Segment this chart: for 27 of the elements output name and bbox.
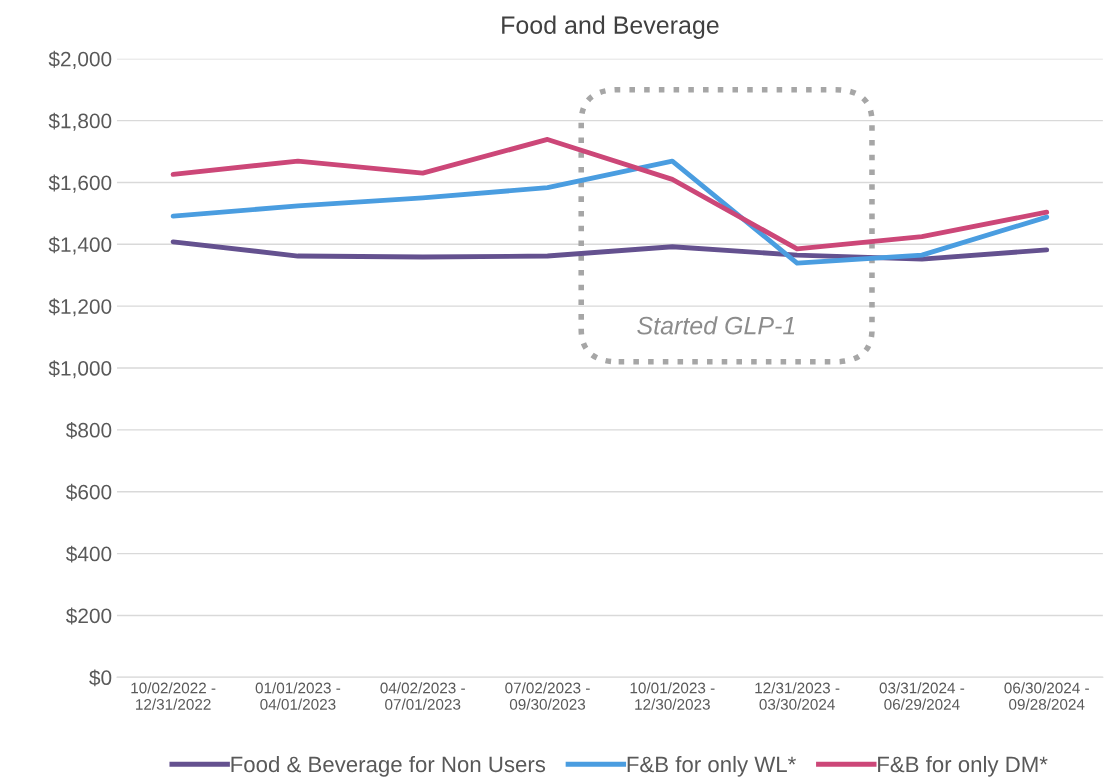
y-tick-label: $1,200	[48, 298, 112, 317]
line-series	[170, 239, 1050, 262]
x-tick-label: 12/31/2023 - 03/30/2024	[755, 682, 840, 710]
legend-label: F&B for only WL*	[627, 755, 796, 777]
line-series	[170, 137, 1050, 252]
legend-label: F&B for only DM*	[878, 755, 1048, 777]
y-tick-label: $600	[65, 483, 112, 501]
y-tick-label: $2,000	[48, 50, 112, 69]
line-series	[170, 158, 1050, 266]
x-tick-label: 04/02/2023 - 07/01/2023	[380, 682, 465, 710]
x-tick-label: 10/01/2023 - 12/30/2023	[630, 682, 715, 710]
y-tick-label: $400	[65, 545, 112, 563]
y-tick-label: $200	[65, 607, 112, 625]
legend-label: Food & Beverage for Non Users	[231, 755, 546, 777]
y-tick-label: $1,400	[48, 236, 112, 255]
y-tick-label: $1,600	[48, 174, 112, 193]
x-tick-label: 01/01/2023 - 04/01/2023	[255, 682, 341, 710]
y-tick-label: $1,000	[48, 360, 112, 379]
y-tick-label: $0	[89, 669, 112, 687]
y-tick-label: $1,800	[48, 112, 112, 131]
x-tick-label: 10/02/2022 - 12/31/2022	[131, 682, 216, 710]
y-tick-label: $800	[65, 421, 112, 439]
annotation: Started GLP-1	[637, 316, 795, 335]
x-tick-label: 06/30/2024 - 09/28/2024	[1004, 682, 1089, 710]
x-tick-label: 03/31/2024 - 06/29/2024	[879, 682, 965, 710]
chart-title: Food and Beverage	[502, 15, 719, 39]
x-tick-label: 07/02/2023 - 09/30/2023	[505, 682, 590, 710]
